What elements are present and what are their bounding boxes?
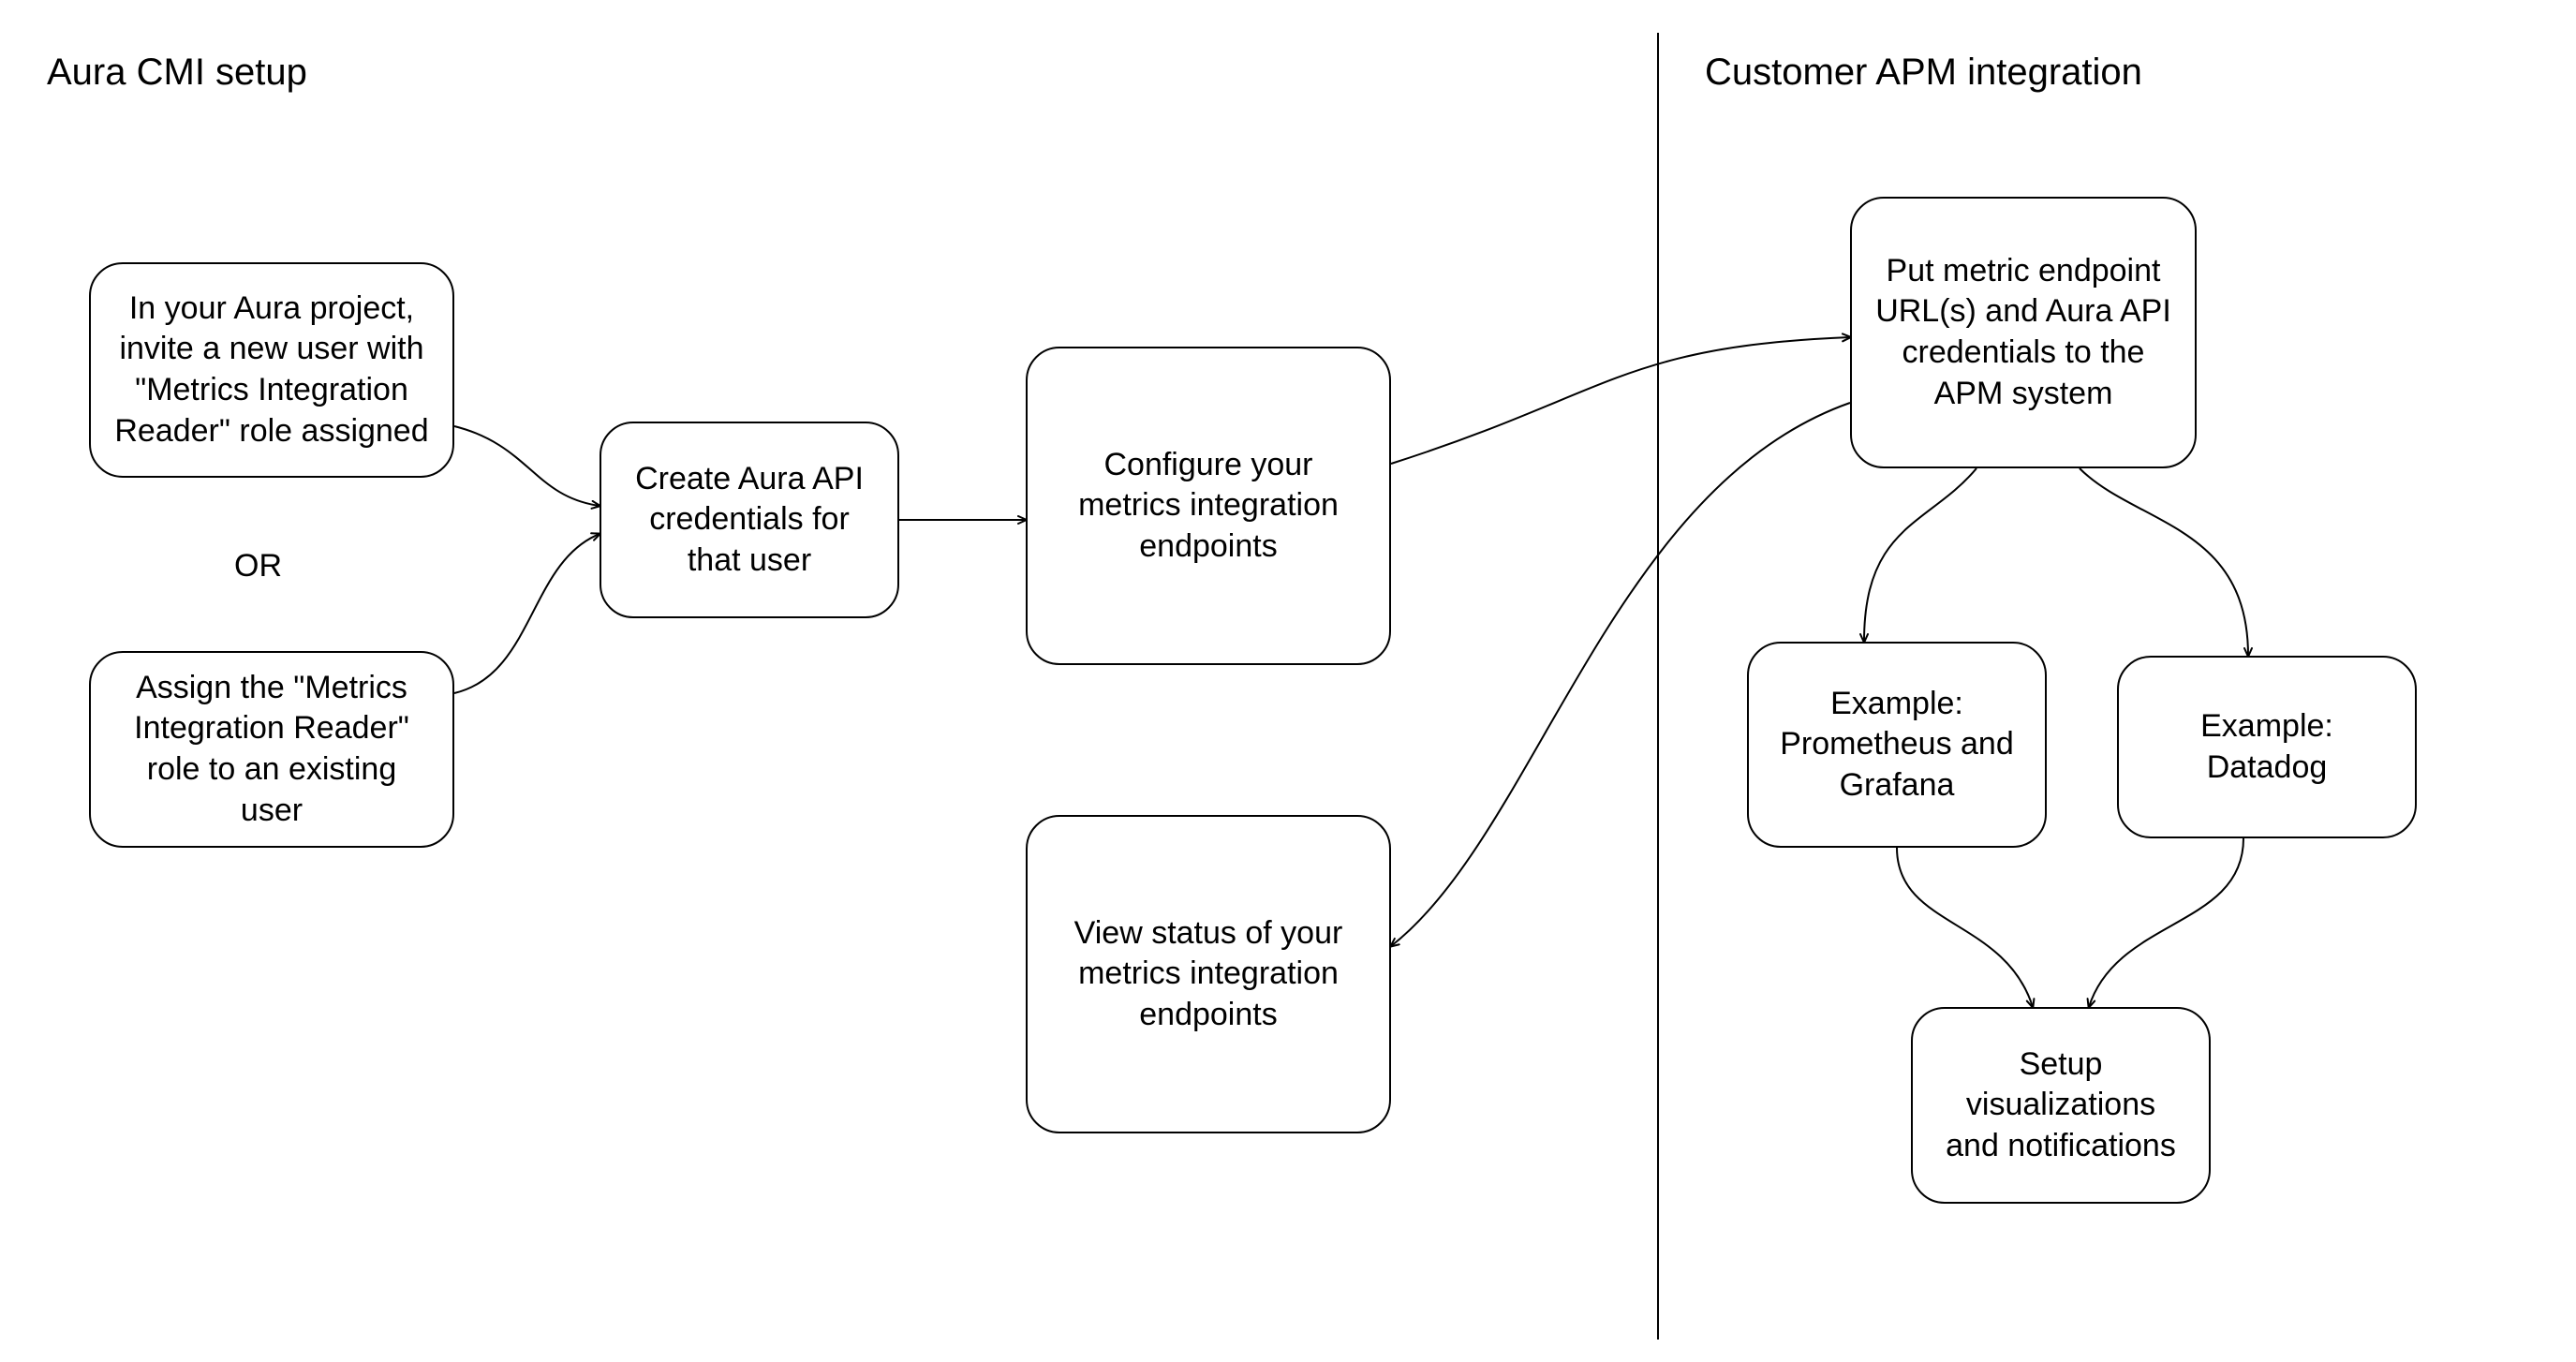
or-label: OR (234, 548, 282, 585)
node-view-status: View status of your metrics integration … (1026, 815, 1391, 1133)
node-assign-role: Assign the "Metrics Integration Reader" … (89, 651, 454, 848)
edge-datadog-to-setup_viz (2089, 838, 2243, 1007)
section-title-left: Aura CMI setup (47, 52, 307, 94)
edge-prometheus-to-setup_viz (1897, 848, 2033, 1007)
edge-put_to_apm-to-datadog (2080, 468, 2248, 656)
edge-put_to_apm-to-prometheus (1864, 468, 1976, 642)
node-prometheus: Example: Prometheus and Grafana (1747, 642, 2047, 848)
node-text: Create Aura API credentials for that use… (624, 459, 875, 582)
edge-configure_endpoints-to-put_to_apm (1391, 337, 1850, 464)
node-text: Configure your metrics integration endpo… (1050, 445, 1367, 568)
node-text: Put metric endpoint URL(s) and Aura API … (1874, 251, 2172, 414)
node-configure-endpoints: Configure your metrics integration endpo… (1026, 347, 1391, 665)
node-text: Assign the "Metrics Integration Reader" … (113, 668, 430, 831)
node-create-creds: Create Aura API credentials for that use… (600, 422, 899, 618)
node-invite-user: In your Aura project, invite a new user … (89, 262, 454, 478)
node-put-to-apm: Put metric endpoint URL(s) and Aura API … (1850, 197, 2197, 468)
edge-invite_user-to-create_creds (454, 426, 600, 506)
node-text: View status of your metrics integration … (1050, 913, 1367, 1036)
flowchart-canvas: Aura CMI setup Customer APM integration … (0, 0, 2576, 1362)
node-setup-viz: Setup visualizations and notifications (1911, 1007, 2211, 1204)
node-datadog: Example: Datadog (2117, 656, 2417, 838)
section-title-right: Customer APM integration (1705, 52, 2142, 94)
node-text: Example: Prometheus and Grafana (1771, 684, 2022, 807)
node-text: Setup visualizations and notifications (1935, 1044, 2186, 1167)
node-text: In your Aura project, invite a new user … (113, 289, 430, 452)
node-text: Example: Datadog (2141, 706, 2392, 788)
edge-assign_role-to-create_creds (454, 534, 600, 693)
